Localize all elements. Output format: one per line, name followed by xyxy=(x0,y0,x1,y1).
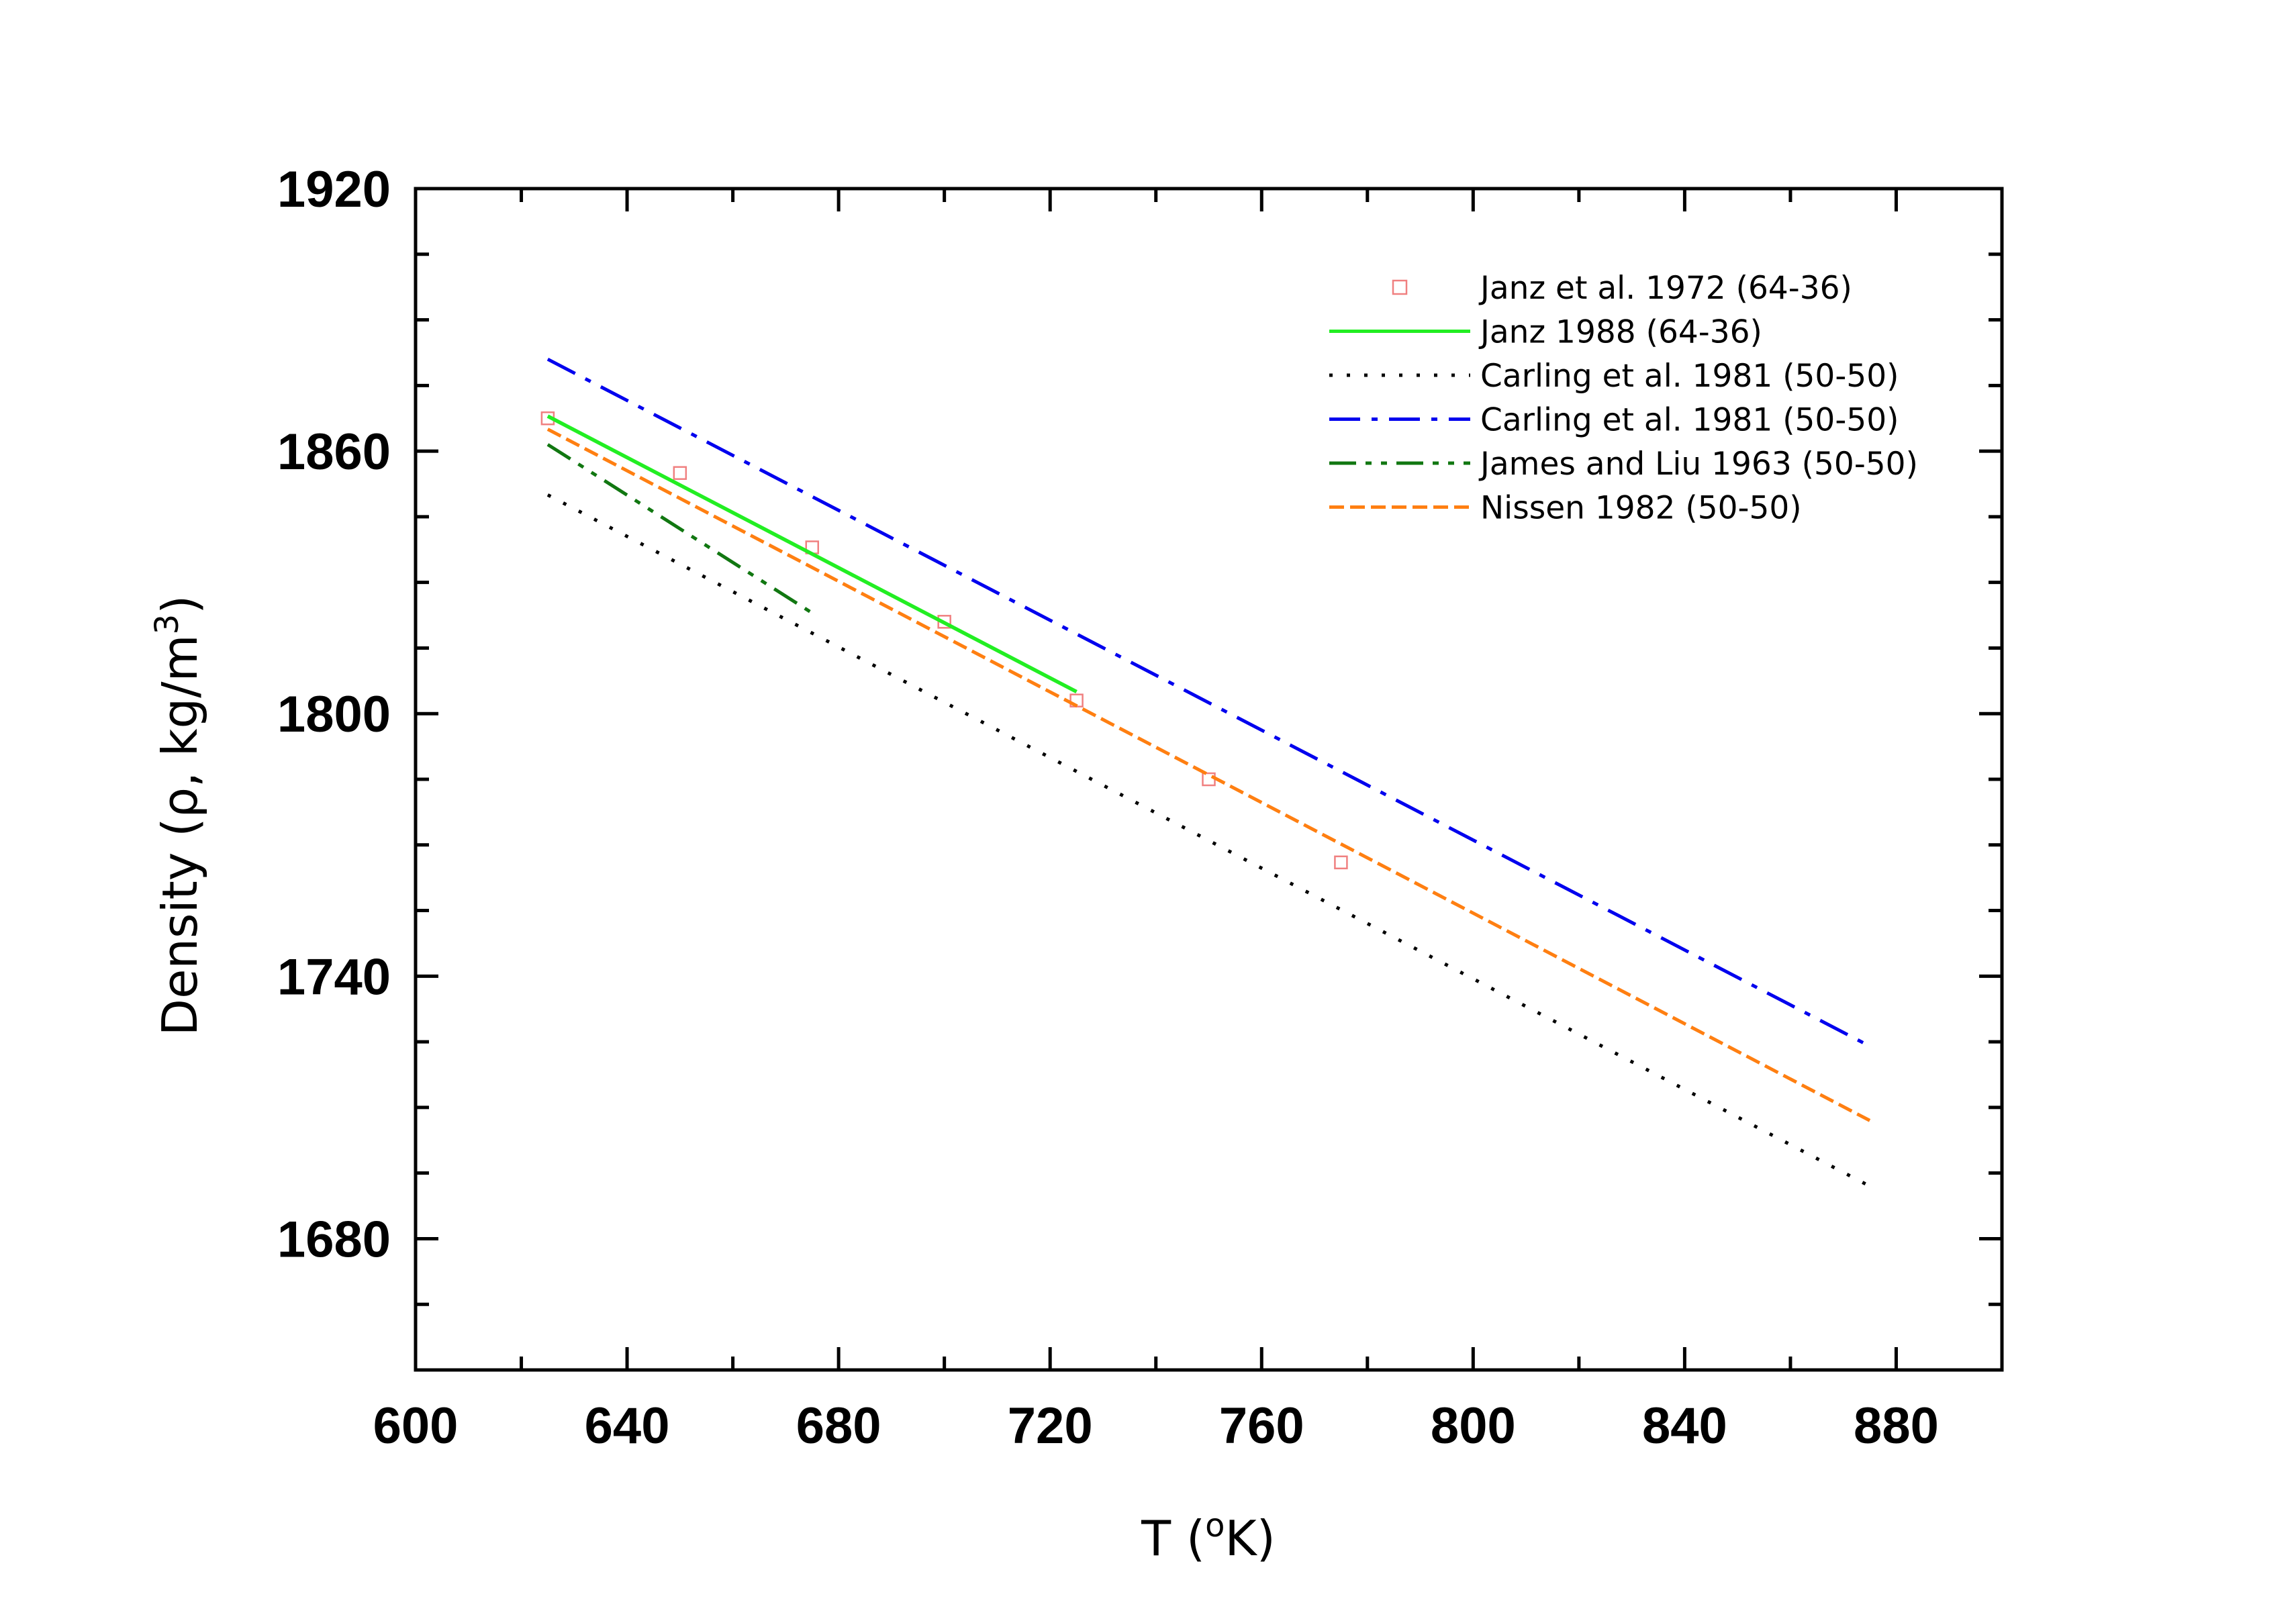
legend-marker xyxy=(1392,279,1408,295)
series-5 xyxy=(546,428,1871,1122)
legend-item: Nissen 1982 (50-50) xyxy=(1329,490,1802,527)
series-1 xyxy=(546,414,1078,694)
x-tick-label: 760 xyxy=(1219,1397,1304,1455)
x-tick-label: 600 xyxy=(373,1397,459,1455)
legend-label: Janz et al. 1972 (64-36) xyxy=(1478,270,1852,307)
data-point xyxy=(1334,855,1348,870)
axis-ticks xyxy=(416,189,2002,1370)
legend-item: Janz et al. 1972 (64-36) xyxy=(1392,270,1852,307)
series-line xyxy=(546,443,814,615)
legend-label: Carling et al. 1981 (50-50) xyxy=(1480,358,1899,395)
data-point xyxy=(1202,772,1216,787)
series-line xyxy=(546,493,1871,1188)
y-tick-label: 1680 xyxy=(277,1211,391,1268)
axis-tick-labels: 600 640 680 720 760 800 840 880 1680 1740 1800 1860… xyxy=(277,161,1939,1455)
legend: Janz et al. 1972 (64-36) Janz 1988 (64-36… xyxy=(1329,270,1918,527)
x-tick-label: 840 xyxy=(1642,1397,1727,1455)
x-axis-title: T (oK) xyxy=(1141,1507,1276,1567)
legend-label: Janz 1988 (64-36) xyxy=(1478,314,1762,351)
series-line xyxy=(546,414,1078,694)
legend-item: Carling et al. 1981 (50-50) xyxy=(1329,358,1899,395)
y-tick-label: 1740 xyxy=(277,948,391,1005)
data-point xyxy=(673,466,687,480)
series-layer xyxy=(540,357,1871,1188)
series-2 xyxy=(546,493,1871,1188)
x-tick-label: 680 xyxy=(796,1397,881,1455)
series-line xyxy=(546,357,1871,1048)
series-4 xyxy=(546,443,814,615)
y-tick-label: 1920 xyxy=(277,161,391,218)
series-line xyxy=(546,428,1871,1122)
x-tick-label: 880 xyxy=(1854,1397,1939,1455)
series-3 xyxy=(546,357,1871,1048)
y-tick-label: 1860 xyxy=(277,424,391,481)
x-tick-label: 640 xyxy=(585,1397,670,1455)
x-tick-label: 720 xyxy=(1008,1397,1093,1455)
series-0 xyxy=(540,411,1348,870)
x-tick-label: 800 xyxy=(1431,1397,1516,1455)
legend-item: James and Liu 1963 (50-50) xyxy=(1329,446,1918,483)
y-axis-title: Density (ρ, kg/m3) xyxy=(148,595,208,1036)
legend-label: Carling et al. 1981 (50-50) xyxy=(1480,402,1899,439)
y-tick-label: 1800 xyxy=(277,686,391,743)
legend-label: Nissen 1982 (50-50) xyxy=(1480,490,1802,527)
legend-item: Carling et al. 1981 (50-50) xyxy=(1329,402,1899,439)
legend-item: Janz 1988 (64-36) xyxy=(1329,314,1762,351)
legend-label: James and Liu 1963 (50-50) xyxy=(1478,446,1918,483)
